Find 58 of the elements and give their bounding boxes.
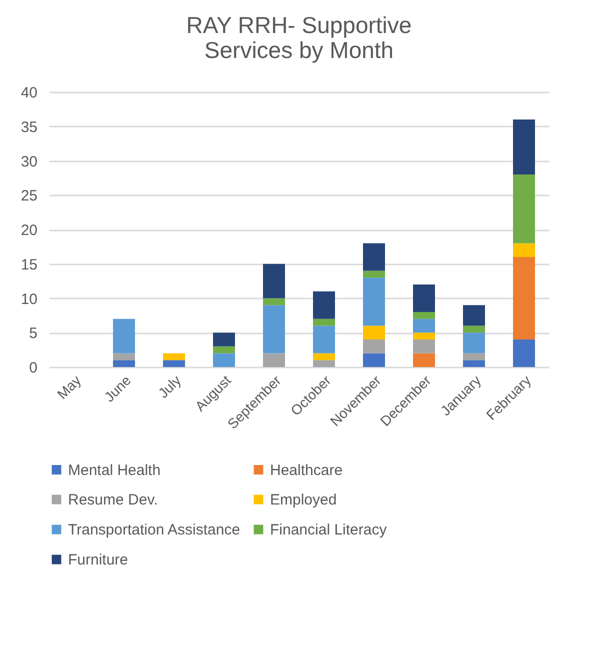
bar [163,353,185,360]
chart-title: RAY RRH- Supportive Services by Month [186,12,412,63]
bar [313,360,335,367]
bar [463,353,485,360]
bar [413,340,435,354]
bar [313,353,335,360]
bar [413,312,435,319]
bar [363,340,385,354]
y-tick-label: 5 [29,325,38,342]
bar [213,346,235,354]
bar [413,332,435,340]
bar [113,360,135,367]
x-tick-label: May [54,372,84,402]
y-tick-label: 35 [20,118,38,136]
bar [363,243,385,271]
bar [263,305,285,354]
legend-label: Financial Literacy [270,522,388,538]
bar [513,120,535,174]
bar [363,270,385,278]
bar [163,360,185,367]
y-tick-label: 40 [20,84,38,102]
legend-label: Resume Dev. [68,492,158,508]
bar [413,353,435,367]
bar [463,360,485,367]
bar [113,318,135,354]
bar [463,326,485,333]
legend-label: Healthcare [270,462,343,479]
bar [363,278,385,326]
legend-label: Furniture [68,552,128,568]
y-tick-label: 30 [20,153,38,170]
bar [213,332,235,346]
bar [513,243,535,257]
y-tick-label: 15 [20,256,38,274]
y-tick-label: 0 [29,360,38,376]
bar [213,353,235,367]
bar [263,264,285,298]
legend-label: Employed [270,492,337,508]
bar [263,298,285,306]
y-tick-label: 10 [20,290,38,308]
bar [513,257,535,340]
bar [313,318,335,326]
y-tick-label: 25 [20,188,38,205]
legend-label: Mental Health [68,462,161,479]
bar [513,340,535,367]
bar [313,326,335,354]
bar [463,305,485,326]
bar [363,353,385,367]
bar [263,353,285,367]
legend-label: Transportation Assistance [68,522,240,538]
bar [113,353,135,360]
bar [513,174,535,244]
bar [413,318,435,333]
bar [463,332,485,354]
x-tick-label: July [154,372,184,402]
bar [313,291,335,319]
bar [363,326,385,340]
y-tick-label: 20 [20,222,38,239]
bar [413,284,435,312]
